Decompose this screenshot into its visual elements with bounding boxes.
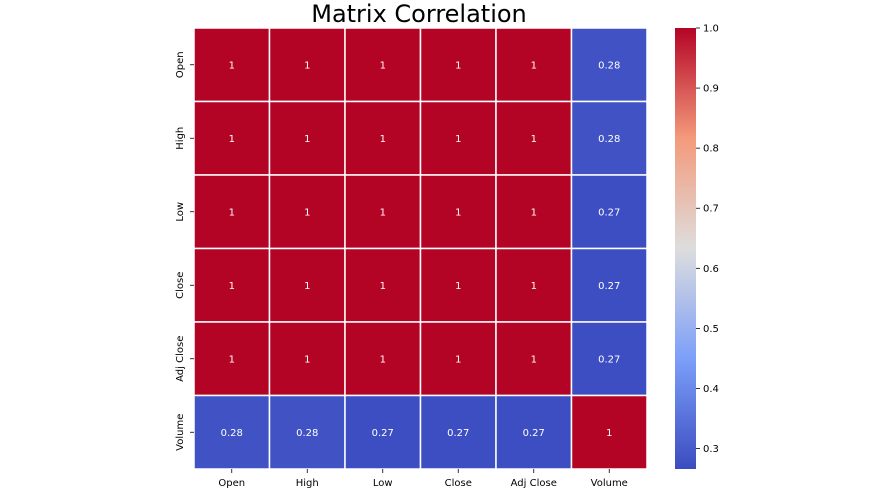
heatmap-cell xyxy=(193,394,271,470)
cell-value-label: 1 xyxy=(531,60,537,71)
cell-value-label: 1 xyxy=(531,281,537,292)
y-tick-label: Volume xyxy=(175,414,186,451)
y-tick-label: High xyxy=(175,127,186,150)
cell-value-label: 1 xyxy=(229,281,235,292)
heatmap-cell xyxy=(570,100,648,176)
heatmap-cell xyxy=(268,27,346,103)
colorbar-tick-label: 0.5 xyxy=(703,324,719,335)
cell-value-label: 0.28 xyxy=(598,60,620,71)
colorbar-gradient xyxy=(675,28,696,469)
cell-value-label: 1 xyxy=(304,134,310,145)
cell-value-label: 1 xyxy=(455,60,461,71)
heatmap-cell xyxy=(495,247,573,323)
heatmap-cells: 1 1 1 1 1 0.28 1 1 1 1 1 0.28 1 1 1 1 1 0.27 1 1 1 1 1 0.27 1 1 1 1… xyxy=(193,27,648,470)
cell-value-label: 1 xyxy=(229,134,235,145)
colorbar-tick-label: 0.7 xyxy=(703,204,719,215)
cell-value-label: 1 xyxy=(229,207,235,218)
x-tick-label: High xyxy=(296,478,319,489)
y-tick-label: Close xyxy=(175,272,186,299)
heatmap-cell xyxy=(570,321,648,397)
heatmap-cell xyxy=(344,247,422,323)
heatmap-cell xyxy=(193,27,271,103)
heatmap-cell xyxy=(570,27,648,103)
y-tick-label: Open xyxy=(175,51,186,78)
heatmap-cell xyxy=(419,247,497,323)
cell-value-label: 0.28 xyxy=(221,428,243,439)
heatmap-cell xyxy=(344,321,422,397)
cell-value-label: 0.27 xyxy=(598,354,620,365)
colorbar-tick-label: 0.4 xyxy=(703,384,719,395)
chart-title: Matrix Correlation xyxy=(311,0,527,28)
x-tick-label: Open xyxy=(218,478,245,489)
x-tick-label: Close xyxy=(445,478,472,489)
cell-value-label: 1 xyxy=(531,207,537,218)
y-tick-label: Low xyxy=(175,202,186,222)
cell-value-label: 1 xyxy=(531,354,537,365)
cell-value-label: 1 xyxy=(304,207,310,218)
heatmap-cell xyxy=(268,174,346,250)
cell-value-label: 1 xyxy=(304,281,310,292)
heatmap-cell xyxy=(193,247,271,323)
heatmap-cell xyxy=(419,100,497,176)
cell-value-label: 0.27 xyxy=(598,281,620,292)
cell-value-label: 0.28 xyxy=(598,134,620,145)
heatmap-cell xyxy=(570,394,648,470)
cell-value-label: 1 xyxy=(380,207,386,218)
heatmap-cell xyxy=(268,100,346,176)
cell-value-label: 1 xyxy=(304,354,310,365)
cell-value-label: 1 xyxy=(380,354,386,365)
x-axis: Open High Low Close Adj Close Volume xyxy=(218,469,628,489)
cell-value-label: 1 xyxy=(455,207,461,218)
heatmap-cell xyxy=(344,27,422,103)
cell-value-label: 0.27 xyxy=(447,428,469,439)
heatmap-cell xyxy=(419,174,497,250)
heatmap-cell xyxy=(495,174,573,250)
colorbar: 0.3 0.4 0.5 0.6 0.7 0.8 0.9 1.0 xyxy=(675,24,719,469)
cell-value-label: 1 xyxy=(455,281,461,292)
cell-value-label: 1 xyxy=(531,134,537,145)
colorbar-tick-label: 1.0 xyxy=(703,24,719,35)
cell-value-label: 1 xyxy=(455,134,461,145)
x-tick-label: Low xyxy=(373,478,393,489)
cell-value-label: 1 xyxy=(380,281,386,292)
cell-value-label: 0.28 xyxy=(296,428,318,439)
cell-value-label: 0.27 xyxy=(598,207,620,218)
cell-value-label: 1 xyxy=(606,428,612,439)
cell-value-label: 1 xyxy=(229,354,235,365)
heatmap-cell xyxy=(419,321,497,397)
cell-value-label: 1 xyxy=(455,354,461,365)
cell-value-label: 0.27 xyxy=(523,428,545,439)
y-axis: Open High Low Close Adj Close Volume xyxy=(175,51,194,451)
cell-value-label: 1 xyxy=(229,60,235,71)
heatmap-cell xyxy=(570,247,648,323)
heatmap-cell xyxy=(268,247,346,323)
x-tick-label: Volume xyxy=(591,478,628,489)
cell-value-label: 0.27 xyxy=(372,428,394,439)
y-tick-label: Adj Close xyxy=(175,336,186,382)
cell-value-label: 1 xyxy=(304,60,310,71)
cell-value-label: 1 xyxy=(380,134,386,145)
heatmap-cell xyxy=(495,321,573,397)
colorbar-tick-label: 0.6 xyxy=(703,264,719,275)
colorbar-tick-label: 0.9 xyxy=(703,84,719,95)
cell-value-label: 1 xyxy=(380,60,386,71)
colorbar-tick-label: 0.3 xyxy=(703,444,719,455)
colorbar-tick-label: 0.8 xyxy=(703,144,719,155)
heatmap-cell xyxy=(570,174,648,250)
x-tick-label: Adj Close xyxy=(511,478,557,489)
